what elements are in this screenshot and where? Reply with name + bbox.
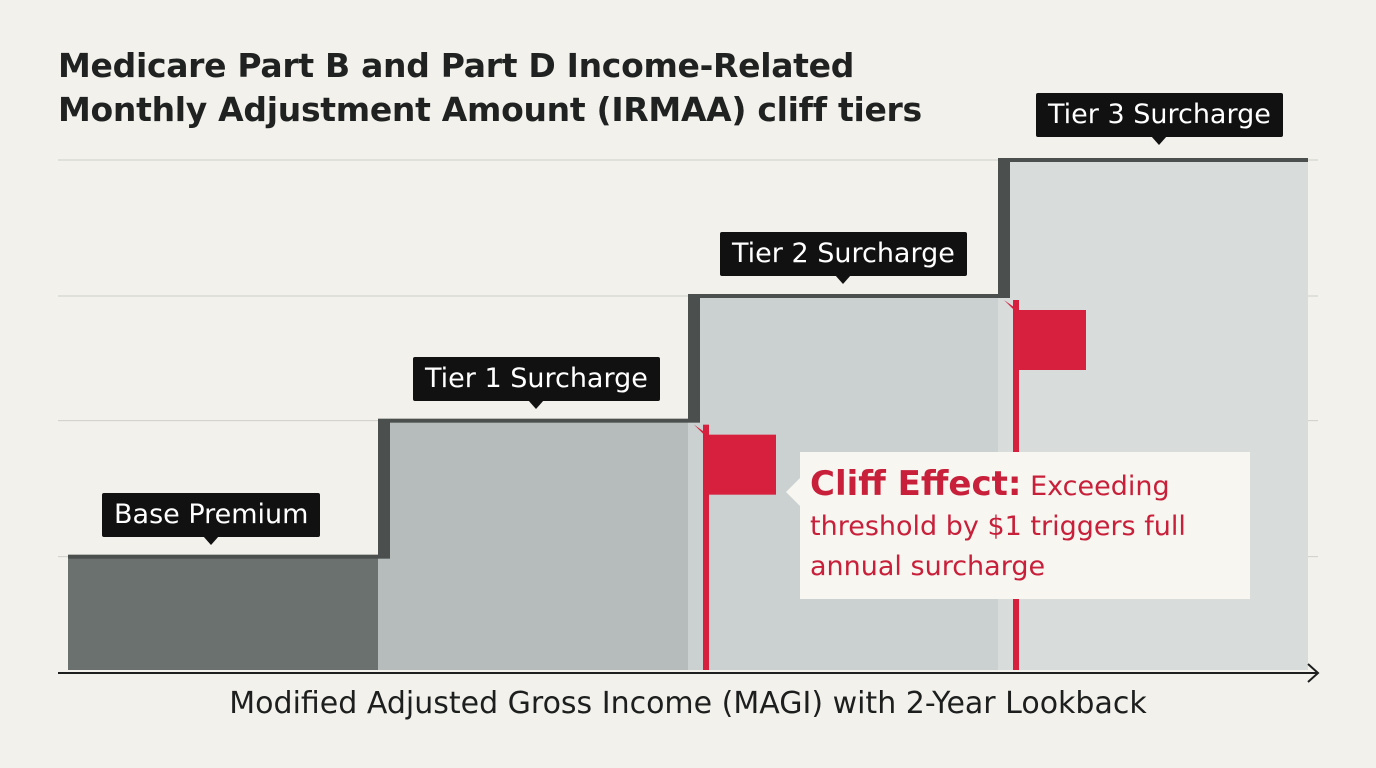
tier-label-tier3: Tier 3 Surcharge bbox=[1036, 93, 1283, 145]
x-axis-label: Modified Adjusted Gross Income (MAGI) wi… bbox=[229, 686, 1147, 721]
chart-title-line2: Monthly Adjustment Amount (IRMAA) cliff … bbox=[58, 90, 922, 129]
tier-bar-1 bbox=[378, 420, 688, 670]
tier-top-edge-0 bbox=[68, 554, 378, 559]
tier-top-edge-3 bbox=[998, 158, 1308, 162]
chart-title: Medicare Part B and Part D Income-Relate… bbox=[58, 44, 958, 132]
tier-riser-1 bbox=[378, 420, 390, 559]
cliff-flag-tip-1 bbox=[1004, 300, 1018, 314]
x-axis-arrow-icon bbox=[1307, 663, 1320, 683]
tier-label-base: Base Premium bbox=[102, 492, 321, 545]
cliff-flag-1 bbox=[1016, 310, 1086, 370]
cliff-flag-pole-0 bbox=[703, 424, 709, 670]
chart-title-line1: Medicare Part B and Part D Income-Relate… bbox=[58, 46, 855, 85]
tier-label-tier1: Tier 1 Surcharge bbox=[413, 356, 660, 409]
tier-label-tier2: Tier 2 Surcharge bbox=[720, 232, 967, 284]
tier-riser-3 bbox=[998, 160, 1010, 298]
tier-riser-2 bbox=[688, 296, 700, 423]
cliff-flag-0 bbox=[706, 434, 776, 495]
tier-top-edge-1 bbox=[378, 418, 688, 423]
tier-top-edge-2 bbox=[688, 294, 998, 298]
callout-text: Exceeding threshold by $1 triggers full … bbox=[810, 471, 1186, 582]
cliff-effect-callout: Cliff Effect: Exceeding threshold by $1 … bbox=[786, 452, 1250, 599]
tier-bar-0 bbox=[68, 556, 378, 670]
cliff-flag-tip-0 bbox=[694, 424, 708, 439]
callout-heading: Cliff Effect: bbox=[810, 464, 1022, 504]
